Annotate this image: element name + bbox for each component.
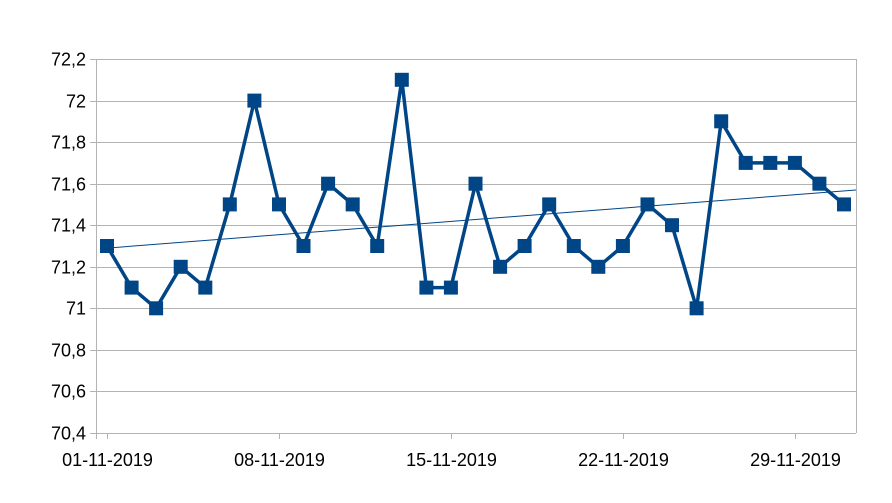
data-point-marker	[763, 155, 778, 170]
x-tick-label: 15-11-2019	[406, 450, 497, 470]
data-point-marker	[714, 114, 729, 129]
y-axis-labels: 70,4 70,6 70,8 71 71,2 71,4 71,6 71,8 72 72,2	[51, 50, 86, 444]
data-point-marker	[222, 197, 237, 212]
data-point-marker	[345, 197, 360, 212]
data-point-marker	[198, 280, 213, 295]
y-tick-label: 71,4	[51, 216, 86, 236]
data-point-marker	[394, 72, 409, 87]
data-point-marker	[370, 239, 385, 253]
y-tick-label: 70,8	[51, 341, 86, 361]
x-axis-labels: 01-11-2019 08-11-2019 15-11-2019 22-11-2019…	[62, 450, 841, 470]
y-tick-label: 72,2	[51, 50, 86, 70]
series-group	[100, 72, 851, 316]
data-point-marker	[738, 155, 753, 170]
y-tick-label: 71	[66, 299, 86, 319]
data-point-marker	[517, 239, 532, 253]
y-tick-label: 70,6	[51, 382, 86, 402]
data-point-marker	[296, 239, 311, 253]
data-point-marker	[566, 239, 581, 253]
data-point-marker	[247, 93, 262, 108]
data-point-marker	[542, 197, 557, 212]
x-tick-label: 22-11-2019	[578, 450, 669, 470]
y-tick-label: 71,8	[51, 133, 86, 153]
y-tick-label: 70,4	[51, 424, 86, 444]
x-tick-label: 01-11-2019	[62, 450, 153, 470]
grid-lines	[96, 59, 856, 434]
data-point-marker	[493, 259, 508, 274]
trendline-group	[106, 189, 857, 249]
y-tick-label: 71,6	[51, 175, 86, 195]
data-point-marker	[443, 280, 458, 295]
data-point-marker	[173, 259, 188, 274]
axes	[90, 59, 857, 439]
y-tick-label: 71,2	[51, 258, 86, 278]
data-point-marker	[640, 197, 655, 212]
data-point-marker	[787, 155, 802, 170]
data-point-marker	[615, 239, 630, 253]
data-point-marker	[124, 280, 139, 295]
data-point-marker	[837, 197, 851, 212]
x-tick-label: 29-11-2019	[750, 450, 841, 470]
data-point-marker	[321, 176, 336, 191]
data-point-marker	[591, 259, 606, 274]
data-point-marker	[272, 197, 286, 212]
data-point-marker	[689, 301, 704, 316]
trendline	[106, 189, 857, 249]
data-point-marker	[468, 176, 483, 191]
data-point-marker	[419, 280, 434, 295]
x-tick-label: 08-11-2019	[234, 450, 325, 470]
data-point-marker	[812, 176, 827, 191]
data-point-marker	[665, 218, 679, 233]
data-point-marker	[100, 239, 114, 253]
data-point-marker	[149, 301, 164, 316]
y-tick-label: 72	[66, 92, 86, 112]
series-line	[105, 79, 846, 311]
